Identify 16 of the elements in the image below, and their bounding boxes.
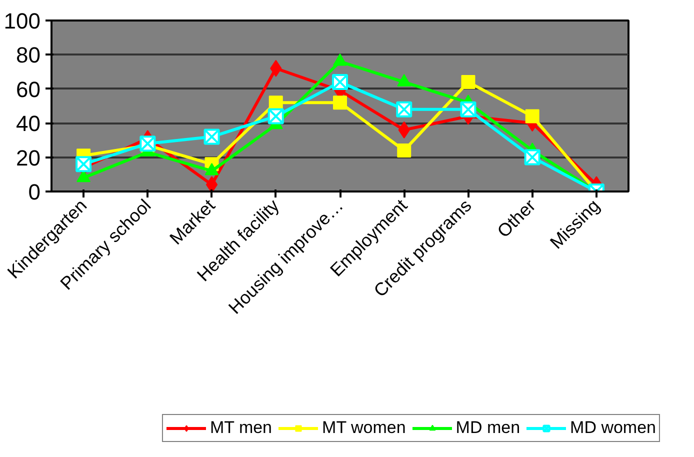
- point: [206, 176, 218, 192]
- legend-label: MT men: [210, 418, 272, 438]
- y-tick-label: 0: [28, 180, 41, 204]
- point: [333, 96, 347, 110]
- legend-label: MD men: [456, 418, 520, 438]
- legend-label: MD women: [570, 418, 656, 438]
- y-tick-label: 20: [16, 145, 41, 170]
- y-tick-label: 60: [16, 76, 41, 102]
- point: [525, 109, 540, 124]
- y-tick-label: 100: [4, 8, 41, 34]
- y-tick-label: 80: [16, 42, 41, 68]
- y-tick-label: 40: [16, 111, 41, 136]
- point: [268, 96, 283, 110]
- point: [461, 75, 476, 90]
- legend-label: MT women: [322, 418, 406, 438]
- point: [397, 143, 412, 158]
